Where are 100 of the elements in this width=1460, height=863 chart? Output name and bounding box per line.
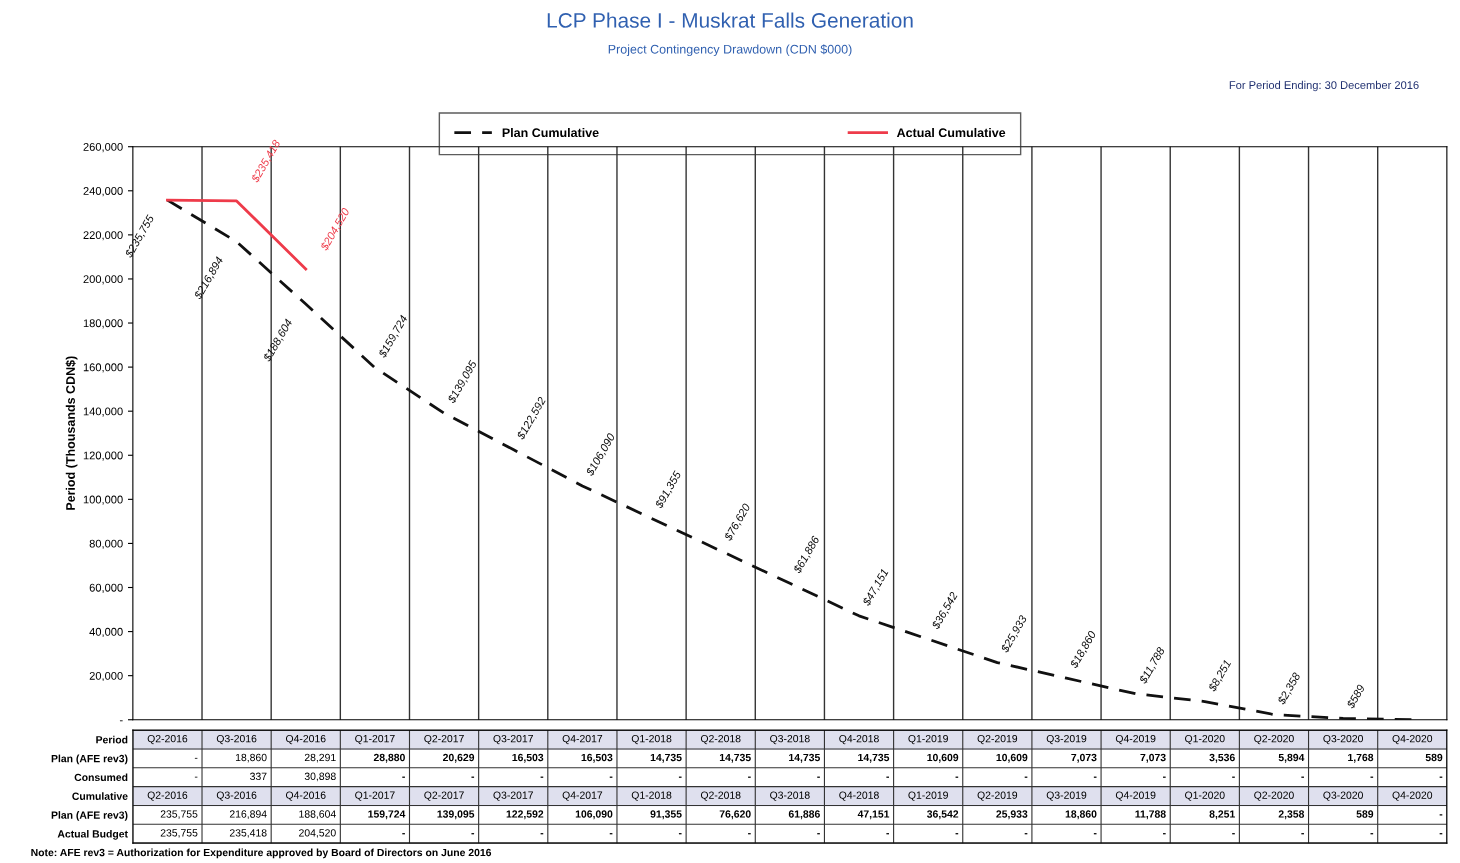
text: -	[1301, 776, 1304, 778]
text: -	[609, 776, 613, 778]
text: Q1-2020	[1185, 734, 1225, 745]
y-tick-label: 180,000	[83, 319, 123, 329]
text: 30,898	[304, 772, 336, 782]
text: Q2-2017	[424, 791, 464, 801]
text: -	[886, 833, 890, 835]
text: -	[540, 776, 544, 778]
y-tick-label: 100,000	[83, 495, 123, 505]
y-tick-label: 60,000	[89, 583, 123, 593]
text: 235,755	[160, 810, 198, 819]
text: -	[194, 776, 198, 778]
text: Q1-2017	[355, 734, 395, 745]
text: -	[609, 833, 613, 835]
text: Q3-2016	[216, 791, 257, 801]
text: Q3-2018	[770, 734, 810, 745]
text: 10,609	[927, 753, 959, 763]
text: 16,503	[512, 753, 544, 763]
text: 36,542	[926, 810, 959, 820]
text: Q4-2020	[1392, 734, 1433, 745]
y-tick-label: -	[119, 720, 123, 722]
y-axis-title: Period (Thousands CDN$)	[65, 356, 78, 510]
text: Q3-2020	[1323, 791, 1363, 801]
text: 2,358	[1278, 810, 1305, 820]
text: -	[1093, 776, 1097, 778]
text: Q3-2018	[770, 791, 810, 801]
text: 589	[1425, 753, 1443, 762]
y-tick-label: 20,000	[89, 671, 123, 682]
y-tick-label: 140,000	[83, 407, 123, 417]
text: -	[1439, 833, 1443, 835]
text: Q3-2019	[1046, 734, 1087, 745]
text: Q1-2020	[1185, 791, 1225, 801]
text: Q3-2019	[1046, 791, 1087, 801]
text: -	[1024, 776, 1028, 778]
text: -	[1370, 833, 1374, 835]
text: -	[194, 757, 198, 759]
text: Q4-2016	[285, 791, 326, 801]
y-tick-label: Cumulative	[72, 792, 128, 800]
text: -	[1232, 776, 1235, 778]
text: Q2-2017	[424, 734, 464, 745]
text: 8,251	[1209, 810, 1235, 820]
text: 216,894	[229, 810, 267, 819]
text: -	[748, 833, 751, 835]
text: Q2-2020	[1254, 734, 1294, 745]
text: 589	[1356, 810, 1374, 818]
text: 5,894	[1278, 753, 1305, 763]
text: Note: AFE rev3 = Authorization for Expenditure approved by Board of Directors on June 2016	[31, 848, 492, 859]
text: Q4-2016	[285, 734, 326, 745]
text: -	[886, 776, 890, 778]
text: 337	[250, 772, 267, 780]
chart-subtitle: Project Contingency Drawdown (CDN $000)	[608, 44, 852, 57]
y-tick-label: 240,000	[83, 187, 123, 197]
text: -	[402, 776, 405, 778]
legend-label: Actual Cumulative	[896, 127, 1006, 138]
text: Q2-2019	[977, 734, 1018, 745]
text: 14,735	[719, 753, 751, 763]
y-tick-label: Plan (AFE rev3)	[51, 754, 128, 765]
text: -	[678, 833, 682, 835]
text: 18,860	[235, 753, 267, 763]
text: 204,520	[299, 829, 336, 838]
text: -	[1301, 833, 1304, 835]
text: 14,735	[858, 753, 890, 763]
text: 91,355	[650, 810, 682, 820]
text: Q1-2019	[908, 791, 948, 801]
text: -	[955, 776, 959, 778]
text: 159,724	[368, 810, 406, 820]
text: -	[471, 833, 475, 835]
text: 3,536	[1209, 753, 1235, 763]
text: Q1-2018	[631, 791, 672, 801]
text: 18,860	[1065, 810, 1097, 820]
legend-label: Plan Cumulative	[502, 127, 599, 138]
chart-title: LCP Phase I - Muskrat Falls Generation	[547, 12, 913, 28]
text: For Period Ending: 30 December 2016	[1229, 80, 1419, 92]
text: Q2-2016	[147, 734, 188, 745]
text: -	[471, 776, 475, 778]
text: 47,151	[857, 810, 890, 820]
text: -	[955, 833, 959, 835]
text: 122,592	[506, 810, 544, 820]
text: -	[1439, 776, 1443, 778]
text: -	[1024, 833, 1028, 835]
text: Q3-2017	[493, 734, 533, 745]
text: Q4-2019	[1115, 791, 1156, 801]
text: Q4-2018	[839, 791, 879, 801]
text: Q4-2017	[562, 734, 603, 745]
text: -	[748, 776, 751, 778]
text: -	[817, 833, 820, 835]
text: 61,886	[788, 810, 820, 820]
y-tick-label: Consumed	[74, 773, 128, 782]
text: 25,933	[996, 810, 1028, 820]
text: 235,755	[160, 829, 198, 838]
text: Q3-2020	[1323, 734, 1363, 745]
text: -	[817, 776, 820, 778]
text: Q2-2018	[700, 791, 741, 801]
y-tick-label: 40,000	[89, 627, 123, 638]
y-tick-label: 220,000	[83, 231, 123, 241]
text: 1,768	[1348, 753, 1374, 763]
y-tick-label: 120,000	[83, 451, 123, 461]
text: 14,735	[650, 753, 682, 763]
text: Q4-2017	[562, 791, 603, 801]
text: Q1-2017	[355, 791, 395, 801]
